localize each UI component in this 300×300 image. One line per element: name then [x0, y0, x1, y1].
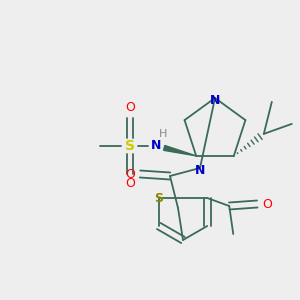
Text: O: O [125, 177, 135, 190]
Text: S: S [154, 191, 163, 205]
Polygon shape [164, 146, 196, 156]
Text: S: S [125, 139, 135, 153]
Text: O: O [125, 167, 135, 181]
Text: O: O [262, 197, 272, 211]
Text: O: O [125, 101, 135, 114]
Text: N: N [210, 94, 220, 106]
Text: H: H [159, 129, 167, 139]
Text: N: N [195, 164, 205, 176]
Text: N: N [151, 140, 161, 152]
